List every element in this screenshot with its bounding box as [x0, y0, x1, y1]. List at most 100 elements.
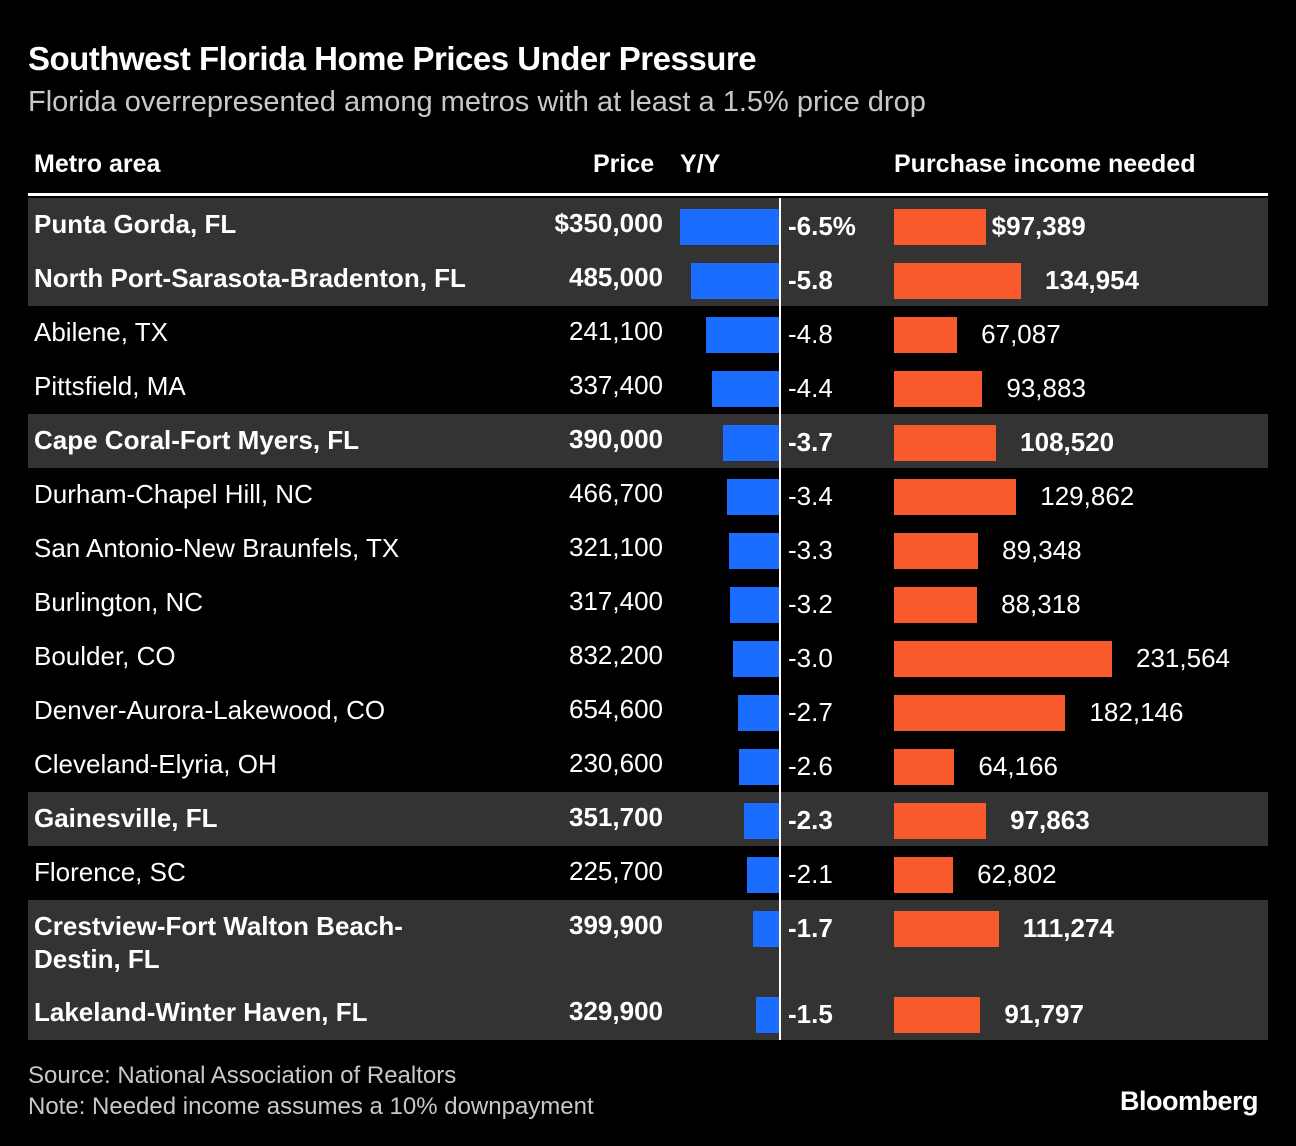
metro-name: Boulder, CO — [34, 641, 176, 671]
price-value: 466,700 — [569, 478, 663, 508]
price-value: 241,100 — [569, 316, 663, 346]
yoy-bar — [747, 857, 779, 893]
income-bar — [894, 749, 955, 785]
yoy-bar — [711, 371, 779, 407]
yoy-label: -5.8 — [788, 265, 833, 295]
metro-name: Pittsfield, MA — [34, 371, 186, 401]
source-note: Source: National Association of Realtors — [28, 1062, 457, 1089]
income-bar — [894, 997, 981, 1033]
income-label: 134,954 — [1045, 265, 1140, 295]
income-bar — [894, 857, 954, 893]
header-metro: Metro area — [34, 150, 161, 178]
chart-title: Southwest Florida Home Prices Under Pres… — [28, 40, 757, 77]
yoy-label: -2.1 — [788, 859, 833, 889]
yoy-bar — [680, 209, 779, 245]
chart-subtitle: Florida overrepresented among metros wit… — [28, 86, 926, 118]
row-highlight — [28, 252, 1268, 306]
yoy-label: -3.3 — [788, 535, 833, 565]
yoy-bar — [743, 803, 779, 839]
price-value: 337,400 — [569, 370, 663, 400]
metro-name-line: Crestview-Fort Walton Beach- — [34, 911, 403, 941]
income-label: $97,389 — [991, 211, 1086, 241]
income-label: 62,802 — [977, 859, 1057, 889]
yoy-bar — [733, 641, 779, 677]
metro-name: Durham-Chapel Hill, NC — [34, 479, 313, 509]
price-value: $350,000 — [554, 208, 663, 238]
header-rule — [28, 193, 1268, 196]
income-bar — [894, 209, 986, 245]
row-highlight — [28, 900, 1268, 986]
income-label: 93,883 — [1006, 373, 1086, 403]
metro-name: Cleveland-Elyria, OH — [34, 749, 277, 779]
metro-name: San Antonio-New Braunfels, TX — [34, 533, 400, 563]
yoy-bar — [739, 749, 779, 785]
yoy-bar — [690, 263, 779, 299]
yoy-label: -3.0 — [788, 643, 833, 673]
price-value: 832,200 — [569, 640, 663, 670]
price-value: 390,000 — [569, 424, 663, 454]
income-bar — [894, 911, 999, 947]
income-label: 88,318 — [1001, 589, 1081, 619]
bloomberg-logo: Bloomberg — [1119, 1086, 1259, 1116]
header-income: Purchase income needed — [894, 150, 1196, 178]
income-bar — [894, 803, 987, 839]
yoy-label: -1.7 — [788, 913, 833, 943]
yoy-bar — [737, 695, 779, 731]
yoy-label: -6.5% — [788, 211, 856, 241]
income-bar — [894, 641, 1112, 677]
price-value: 329,900 — [569, 996, 663, 1026]
row-highlight — [28, 792, 1268, 846]
metro-name: North Port-Sarasota-Bradenton, FL — [34, 263, 466, 293]
income-bar — [894, 263, 1022, 299]
yoy-zero-axis — [779, 198, 781, 1040]
yoy-label: -3.2 — [788, 589, 833, 619]
metro-name-line: Destin, FL — [34, 944, 160, 974]
price-value: 399,900 — [569, 910, 663, 940]
price-value: 351,700 — [569, 802, 663, 832]
income-bar — [894, 533, 979, 569]
metro-name: Punta Gorda, FL — [34, 209, 237, 239]
metro-name: Abilene, TX — [34, 317, 168, 347]
income-bar — [894, 479, 1017, 515]
income-label: 108,520 — [1020, 427, 1115, 457]
income-label: 97,863 — [1010, 805, 1090, 835]
price-value: 317,400 — [569, 586, 663, 616]
yoy-bar — [722, 425, 779, 461]
row-highlight — [28, 986, 1268, 1040]
header-yoy: Y/Y — [680, 150, 721, 178]
downpayment-note: Note: Needed income assumes a 10% downpa… — [28, 1093, 594, 1120]
income-label: 231,564 — [1136, 643, 1230, 673]
yoy-bar — [756, 997, 779, 1033]
income-bar — [894, 695, 1066, 731]
yoy-label: -4.8 — [788, 319, 833, 349]
price-value: 230,600 — [569, 748, 663, 778]
row-highlight — [28, 198, 1268, 252]
yoy-bar — [705, 317, 779, 353]
yoy-label: -3.4 — [788, 481, 833, 511]
metro-name: Crestview-Fort Walton Beach- Destin, FL — [34, 910, 403, 976]
yoy-bar — [730, 587, 779, 623]
yoy-label: -1.5 — [788, 999, 833, 1029]
yoy-label: -4.4 — [788, 373, 833, 403]
income-label: 91,797 — [1004, 999, 1084, 1029]
row-highlight — [28, 414, 1268, 468]
yoy-label: -2.3 — [788, 805, 833, 835]
metro-name: Denver-Aurora-Lakewood, CO — [34, 695, 386, 725]
yoy-label: -3.7 — [788, 427, 833, 457]
metro-name: Cape Coral-Fort Myers, FL — [34, 425, 360, 455]
income-label: 182,146 — [1089, 697, 1184, 727]
price-value: 654,600 — [569, 694, 663, 724]
metro-name: Burlington, NC — [34, 587, 204, 617]
income-label: 111,274 — [1022, 913, 1114, 943]
yoy-label: -2.6 — [788, 751, 833, 781]
yoy-bar — [728, 533, 779, 569]
yoy-label: -2.7 — [788, 697, 833, 727]
metro-name: Florence, SC — [34, 857, 186, 887]
price-value: 485,000 — [569, 262, 663, 292]
price-value: 225,700 — [569, 856, 663, 886]
income-label: 67,087 — [981, 319, 1061, 349]
header-price: Price — [593, 150, 655, 178]
income-label: 89,348 — [1002, 535, 1082, 565]
yoy-bar — [753, 911, 779, 947]
